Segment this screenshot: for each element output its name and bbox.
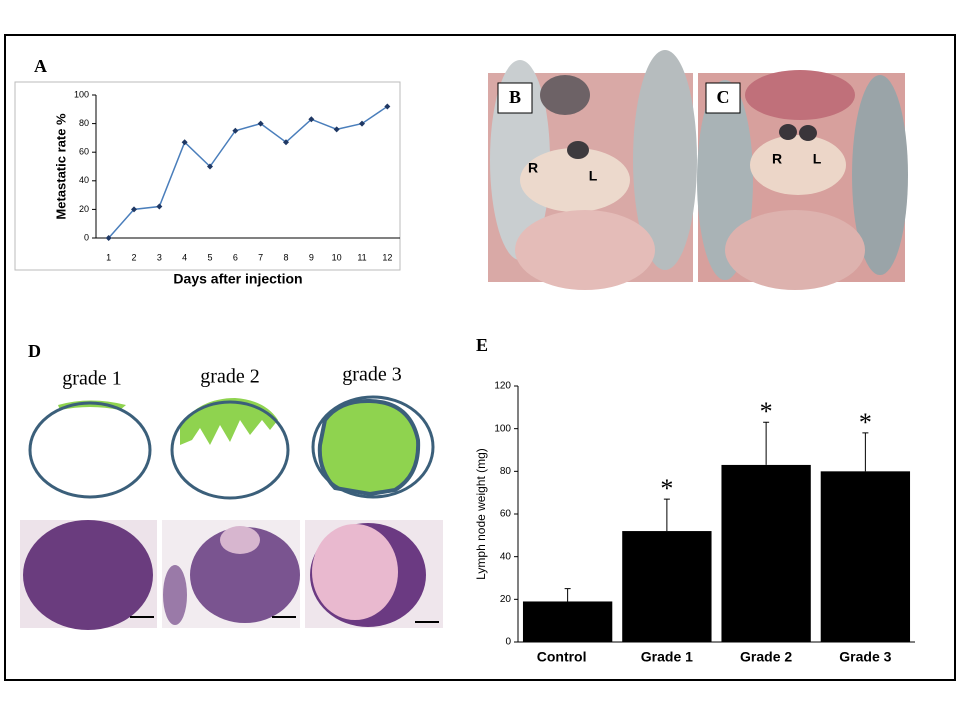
bar bbox=[622, 531, 712, 642]
x-tick-label: Grade 2 bbox=[740, 649, 792, 665]
y-tick-label: 120 bbox=[494, 381, 511, 392]
marker bbox=[257, 120, 264, 127]
x-tick-label: 11 bbox=[357, 252, 366, 262]
x-tick-label: 10 bbox=[332, 252, 342, 262]
grade-diagrams bbox=[28, 395, 435, 500]
x-tick-label: 1 bbox=[106, 252, 111, 262]
error-bar bbox=[763, 421, 770, 465]
histology-images bbox=[20, 520, 443, 630]
error-bar bbox=[862, 432, 869, 472]
x-tick-label: 3 bbox=[157, 252, 162, 262]
y-tick-label: 80 bbox=[79, 118, 89, 128]
y-tick-label: 60 bbox=[500, 509, 512, 520]
photo-c bbox=[697, 70, 908, 290]
y-tick-label: 100 bbox=[74, 89, 89, 99]
bar bbox=[820, 471, 911, 642]
y-tick-label: 60 bbox=[79, 147, 89, 157]
bar bbox=[721, 464, 811, 642]
error-bar bbox=[564, 588, 571, 602]
y-tick-label: 40 bbox=[500, 551, 512, 562]
y-axis-label: Lymph node weight (mg) bbox=[474, 448, 488, 580]
line bbox=[108, 105, 388, 239]
side-label: R bbox=[528, 160, 538, 176]
significance-mark: * bbox=[859, 408, 872, 437]
marker bbox=[105, 235, 112, 241]
significance-mark: * bbox=[660, 474, 673, 503]
panel-a-frame bbox=[14, 81, 401, 271]
x-tick-label: 9 bbox=[309, 252, 314, 262]
x-tick-label: Grade 1 bbox=[641, 649, 693, 665]
marker bbox=[333, 126, 340, 133]
grade-label: grade 1 bbox=[62, 368, 121, 390]
x-tick-label: Control bbox=[537, 649, 587, 665]
x-tick-label: 4 bbox=[182, 252, 187, 262]
x-tick-label: 5 bbox=[207, 252, 212, 262]
marker bbox=[308, 116, 315, 123]
panel-label: B bbox=[509, 87, 521, 107]
x-tick-label: 2 bbox=[131, 252, 136, 262]
x-axis-label: Days after injection bbox=[173, 271, 302, 287]
side-label: L bbox=[589, 168, 598, 184]
photo-b bbox=[488, 50, 697, 290]
marker bbox=[131, 206, 137, 213]
significance-mark: * bbox=[760, 397, 773, 426]
panel-label: C bbox=[717, 87, 730, 107]
x-tick-label: 8 bbox=[283, 252, 288, 262]
grade-label: grade 3 bbox=[342, 364, 401, 386]
marker bbox=[156, 203, 163, 210]
y-tick-label: 0 bbox=[84, 232, 89, 242]
y-tick-label: 40 bbox=[79, 175, 89, 185]
x-tick-label: 6 bbox=[233, 252, 238, 262]
marker bbox=[283, 139, 289, 146]
marker bbox=[207, 163, 213, 170]
marker bbox=[359, 120, 365, 127]
y-tick-label: 20 bbox=[500, 594, 512, 605]
grade-label: grade 2 bbox=[200, 366, 259, 388]
marker bbox=[232, 127, 239, 134]
side-label: R bbox=[772, 151, 782, 167]
x-tick-label: 12 bbox=[382, 252, 392, 262]
error-bar bbox=[663, 498, 670, 532]
y-tick-label: 20 bbox=[79, 204, 89, 214]
y-tick-label: 80 bbox=[500, 466, 512, 477]
y-tick-label: 100 bbox=[494, 423, 511, 434]
x-tick-label: 7 bbox=[258, 252, 263, 262]
marker bbox=[384, 103, 391, 110]
y-tick-label: 0 bbox=[505, 637, 511, 648]
bar bbox=[522, 601, 613, 642]
side-label: L bbox=[813, 151, 822, 167]
panel-label: D bbox=[28, 341, 41, 361]
y-axis-label: Metastatic rate % bbox=[53, 113, 68, 220]
x-tick-label: Grade 3 bbox=[839, 649, 891, 665]
panel-label: A bbox=[34, 56, 47, 76]
panel-label: E bbox=[476, 335, 488, 355]
marker bbox=[181, 139, 188, 146]
